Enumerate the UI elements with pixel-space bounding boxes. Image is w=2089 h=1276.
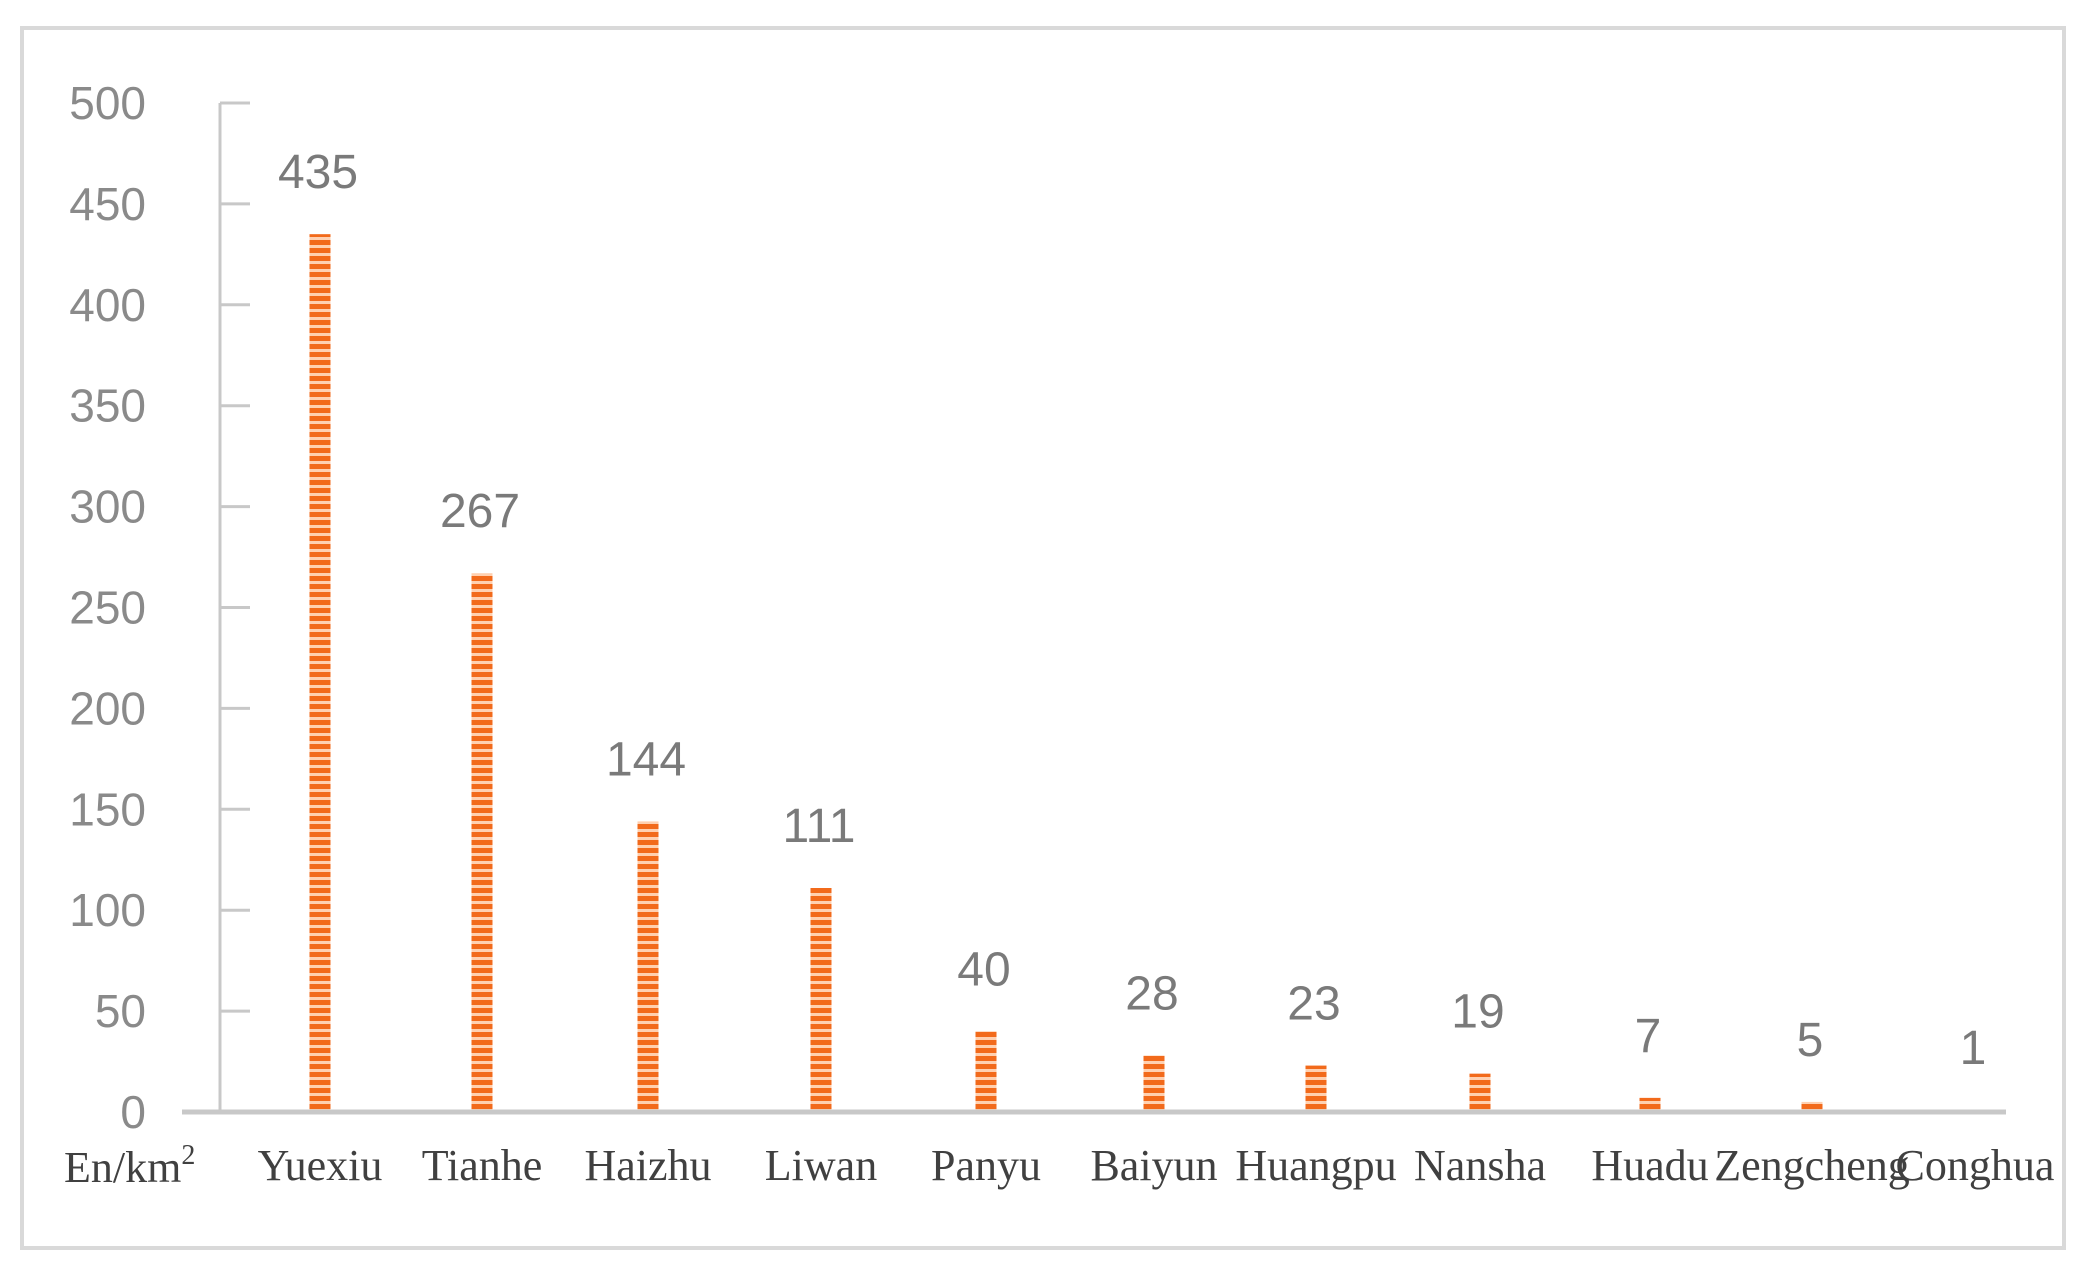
data-labels: 435 267 144 111 40 28 23 19 7 5 1 <box>278 146 1986 1075</box>
bar-tianhe <box>471 573 493 1112</box>
y-tick-label: 300 <box>69 481 146 533</box>
data-label-liwan: 111 <box>783 800 856 853</box>
bar-liwan <box>810 888 832 1112</box>
bar-huangpu <box>1305 1065 1327 1112</box>
data-label-huadu: 7 <box>1635 1010 1662 1063</box>
y-tick-label: 450 <box>69 178 146 230</box>
category-label-yuexiu: Yuexiu <box>258 1141 383 1190</box>
data-label-zengcheng: 5 <box>1797 1014 1824 1067</box>
bar-panyu <box>975 1031 997 1112</box>
bar-baiyun <box>1143 1055 1165 1112</box>
category-label-tianhe: Tianhe <box>422 1141 543 1190</box>
bar-haizhu <box>637 821 659 1112</box>
category-label-huangpu: Huangpu <box>1235 1141 1396 1190</box>
data-label-panyu: 40 <box>957 943 1010 996</box>
category-labels: Yuexiu Tianhe Haizhu Liwan Panyu Baiyun Huangp… <box>258 1141 2055 1190</box>
bars <box>309 234 1986 1113</box>
data-label-baiyun: 28 <box>1125 967 1178 1020</box>
bar-yuexiu <box>309 234 331 1113</box>
unit-label: En/km2 <box>64 1140 195 1192</box>
data-label-yuexiu: 435 <box>278 146 358 199</box>
y-tick-label: 400 <box>69 279 146 331</box>
data-label-huangpu: 23 <box>1287 978 1340 1031</box>
category-label-zengcheng: Zengcheng <box>1714 1141 1909 1190</box>
data-label-tianhe: 267 <box>440 485 520 538</box>
category-label-haizhu: Haizhu <box>584 1141 711 1190</box>
category-label-conghua: Conghua <box>1896 1141 2055 1190</box>
bar-zengcheng <box>1801 1101 1823 1112</box>
data-label-haizhu: 144 <box>606 733 686 786</box>
y-tick-label: 50 <box>95 985 146 1037</box>
chart-frame <box>20 26 2066 1250</box>
category-label-huadu: Huadu <box>1591 1141 1708 1190</box>
category-label-nansha: Nansha <box>1414 1141 1546 1190</box>
data-label-conghua: 1 <box>1960 1022 1987 1075</box>
category-label-baiyun: Baiyun <box>1090 1141 1217 1190</box>
y-axis <box>218 101 250 1114</box>
category-label-liwan: Liwan <box>765 1141 877 1190</box>
bar-huadu <box>1639 1097 1661 1112</box>
bar-nansha <box>1469 1073 1491 1112</box>
y-tick-label: 0 <box>120 1086 146 1138</box>
category-label-panyu: Panyu <box>931 1141 1041 1190</box>
y-tick-label: 100 <box>69 884 146 936</box>
y-tick-labels: 0 50 100 150 200 250 300 350 400 450 500 <box>69 77 146 1138</box>
y-tick-label: 350 <box>69 380 146 432</box>
y-tick-label: 150 <box>69 783 146 835</box>
y-tick-label: 500 <box>69 77 146 129</box>
data-label-nansha: 19 <box>1451 986 1504 1039</box>
y-tick-label: 200 <box>69 682 146 734</box>
y-tick-label: 250 <box>69 582 146 634</box>
